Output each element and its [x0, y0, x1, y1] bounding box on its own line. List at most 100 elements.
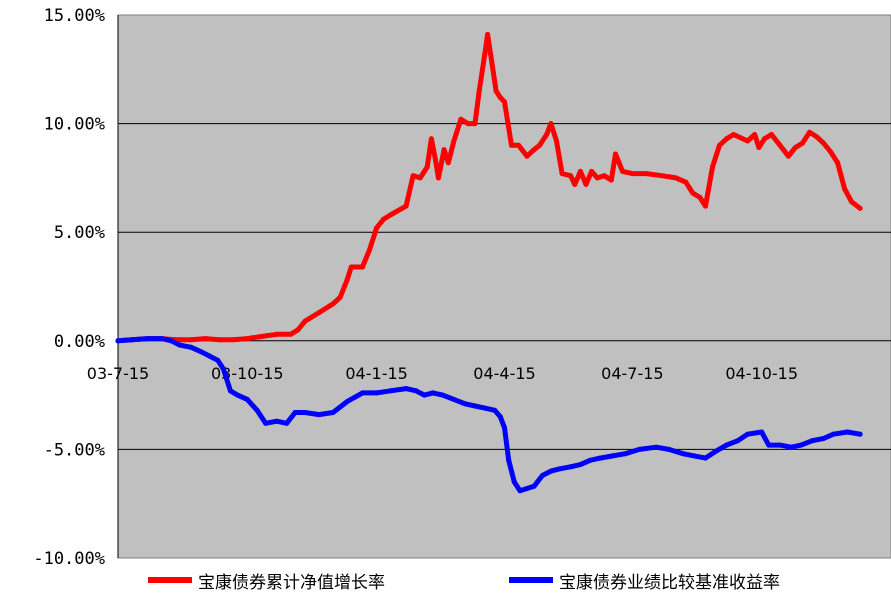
data-point [548, 121, 554, 127]
data-point [288, 331, 294, 337]
data-point [413, 388, 419, 394]
data-point [472, 121, 478, 127]
y-tick-label: -5.00% [44, 440, 105, 460]
data-point [388, 388, 394, 394]
data-point [807, 129, 812, 135]
data-point [284, 420, 290, 426]
data-point [502, 425, 507, 431]
legend-label-2: 宝康债券业绩比较基准收益率 [559, 573, 780, 593]
data-point [220, 366, 226, 372]
data-point [537, 142, 543, 148]
data-point [445, 160, 451, 166]
data-point [451, 396, 457, 402]
data-point [274, 331, 280, 337]
x-tick-label: 04-1-15 [345, 364, 407, 383]
data-point [316, 310, 322, 316]
data-point [828, 149, 834, 155]
data-point [597, 455, 603, 461]
data-point [433, 158, 439, 163]
data-point [745, 138, 751, 144]
data-point [360, 390, 365, 396]
x-tick-label: 04-10-15 [725, 364, 798, 383]
data-point [691, 453, 697, 459]
data-point [800, 140, 805, 146]
data-point [244, 336, 250, 342]
data-point [683, 179, 689, 185]
data-point [680, 451, 686, 457]
data-point [472, 403, 478, 409]
data-point [559, 171, 565, 177]
data-point [777, 442, 783, 448]
data-point [145, 336, 150, 342]
plot-area [117, 14, 891, 559]
data-point [482, 405, 488, 411]
data-point [417, 175, 423, 181]
x-tick-label: 03-7-15 [87, 364, 149, 383]
data-point [821, 140, 826, 146]
data-point [857, 205, 863, 211]
data-point [666, 446, 672, 452]
data-point [215, 357, 221, 363]
data-point [485, 32, 491, 37]
data-point [531, 483, 537, 489]
data-point [206, 353, 212, 359]
data-point [556, 466, 562, 472]
data-point [703, 455, 708, 461]
data-point [835, 160, 841, 166]
data-point [629, 171, 635, 177]
data-point [589, 168, 595, 174]
data-point [594, 175, 600, 181]
data-point [177, 342, 183, 348]
data-point [710, 164, 715, 170]
data-point [544, 132, 550, 137]
data-point [620, 168, 626, 174]
data-point [493, 88, 499, 94]
data-point [554, 138, 559, 144]
data-point [511, 479, 517, 485]
data-point [159, 336, 165, 342]
data-point [762, 136, 767, 142]
data-point [752, 132, 758, 137]
data-point [168, 338, 174, 344]
data-point [476, 88, 482, 94]
data-point [524, 486, 530, 491]
data-point [295, 327, 301, 333]
data-point [724, 442, 730, 448]
data-point [583, 181, 589, 187]
data-point [712, 449, 718, 455]
data-point [506, 457, 512, 463]
data-point [421, 392, 427, 398]
data-point [608, 177, 614, 183]
data-point [348, 264, 354, 270]
data-point [316, 412, 322, 418]
data-point [403, 203, 409, 209]
data-point [465, 121, 471, 127]
data-point [577, 168, 583, 174]
data-point [516, 142, 522, 148]
data-point [292, 410, 298, 415]
data-point [673, 175, 679, 181]
data-point [435, 175, 441, 181]
data-point [717, 142, 722, 148]
legend: 宝康债券累计净值增长率 宝康债券业绩比较基准收益率 [148, 573, 780, 593]
data-point [374, 225, 380, 231]
data-point [198, 349, 204, 355]
y-tick-label: 5.00% [54, 223, 105, 243]
data-point [497, 414, 503, 420]
legend-swatch-1 [148, 577, 192, 583]
data-point [263, 420, 269, 426]
data-point [129, 337, 135, 343]
data-point [653, 444, 659, 450]
data-point [690, 190, 696, 196]
y-axis: 15.00% 10.00% 5.00% 0.00% -5.00% -10.00% [33, 6, 105, 569]
y-tick-label: 15.00% [44, 6, 105, 26]
y-tick-label: 0.00% [54, 332, 105, 352]
y-tick-label: 10.00% [44, 115, 105, 135]
data-point [524, 153, 530, 159]
data-point [857, 431, 863, 437]
data-point [258, 334, 264, 339]
data-point [482, 51, 488, 57]
data-point [539, 473, 545, 478]
data-point [388, 212, 394, 218]
data-point [735, 438, 741, 444]
